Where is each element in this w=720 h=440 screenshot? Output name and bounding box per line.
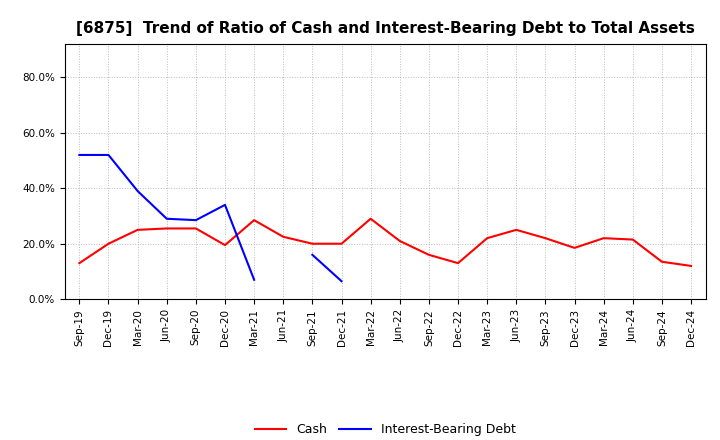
- Cash: [279, 234, 287, 239]
- Cash: [337, 241, 346, 246]
- Cash: [250, 217, 258, 223]
- Title: [6875]  Trend of Ratio of Cash and Interest-Bearing Debt to Total Assets: [6875] Trend of Ratio of Cash and Intere…: [76, 21, 695, 36]
- Cash: [366, 216, 375, 221]
- Cash: [541, 235, 550, 241]
- Cash: [629, 237, 637, 242]
- Cash: [483, 235, 492, 241]
- Cash: [425, 252, 433, 257]
- Cash: [570, 245, 579, 250]
- Interest-Bearing Debt: [133, 188, 142, 194]
- Interest-Bearing Debt: [192, 217, 200, 223]
- Cash: [454, 260, 462, 266]
- Interest-Bearing Debt: [220, 202, 229, 208]
- Interest-Bearing Debt: [104, 152, 113, 158]
- Line: Cash: Cash: [79, 219, 691, 266]
- Cash: [657, 259, 666, 264]
- Cash: [512, 227, 521, 232]
- Cash: [163, 226, 171, 231]
- Cash: [220, 242, 229, 248]
- Line: Interest-Bearing Debt: Interest-Bearing Debt: [79, 155, 254, 280]
- Cash: [599, 235, 608, 241]
- Interest-Bearing Debt: [250, 277, 258, 282]
- Cash: [308, 241, 317, 246]
- Interest-Bearing Debt: [163, 216, 171, 221]
- Cash: [687, 263, 696, 268]
- Cash: [133, 227, 142, 232]
- Cash: [104, 241, 113, 246]
- Legend: Cash, Interest-Bearing Debt: Cash, Interest-Bearing Debt: [250, 418, 521, 440]
- Cash: [192, 226, 200, 231]
- Interest-Bearing Debt: [75, 152, 84, 158]
- Cash: [75, 260, 84, 266]
- Cash: [395, 238, 404, 244]
